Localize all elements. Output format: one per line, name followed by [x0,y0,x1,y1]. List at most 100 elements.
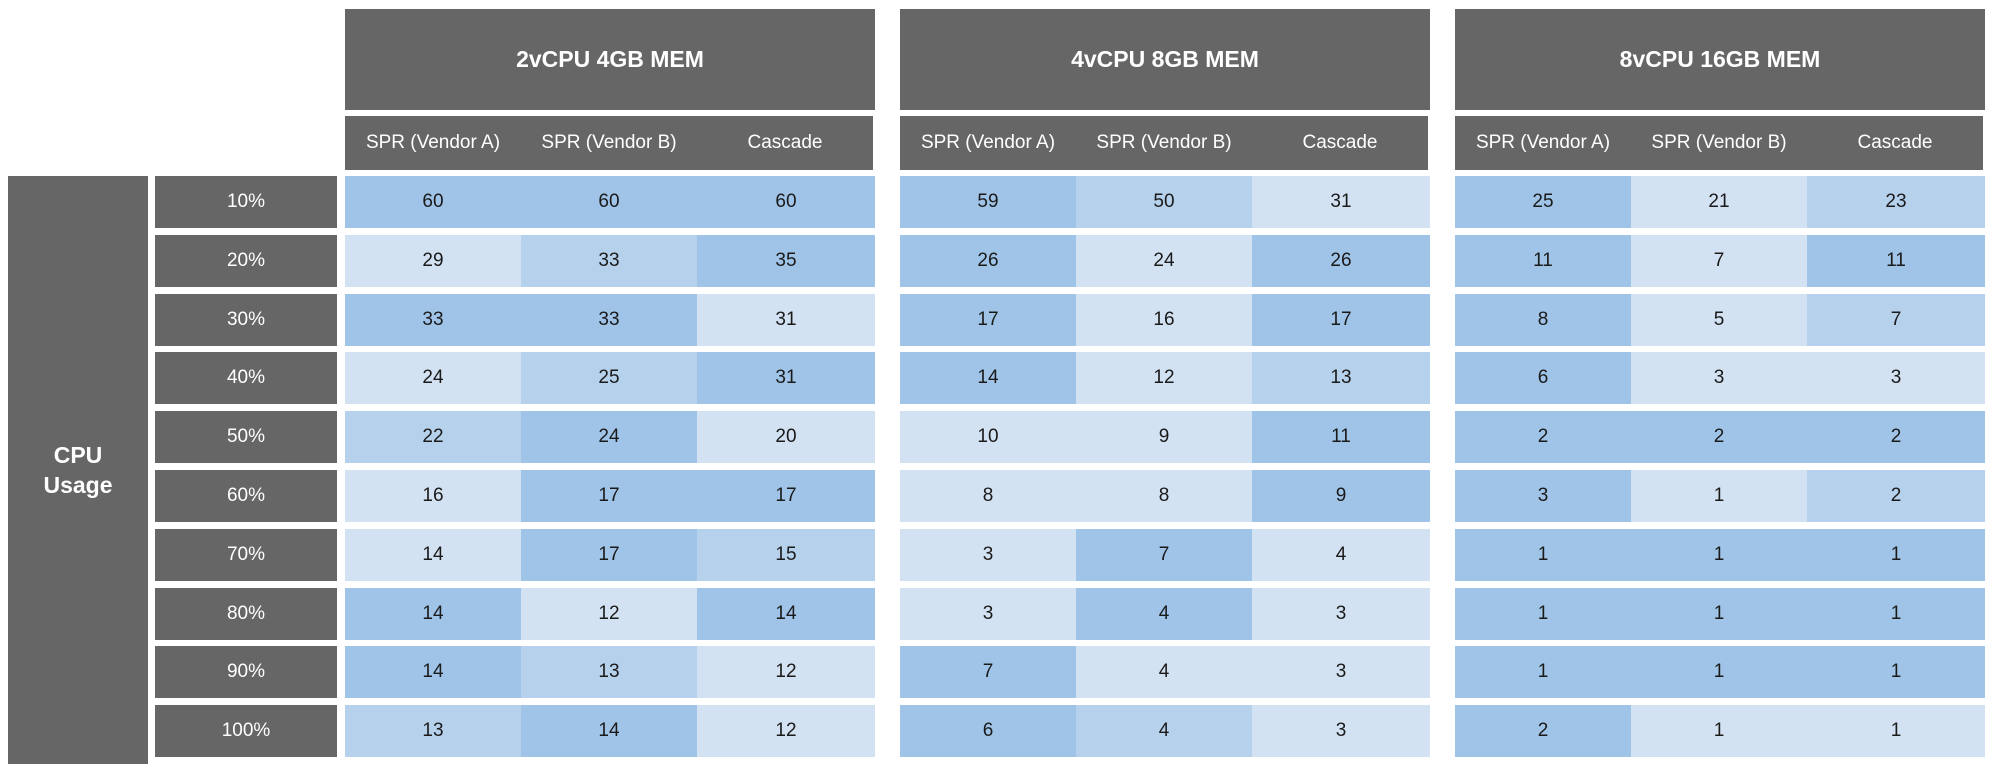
table-cell: 33 [345,293,521,346]
table-cell: 22 [345,411,521,464]
table-cell: 2 [1455,705,1631,758]
table-cell: 17 [521,470,697,522]
table-cell: 1 [1455,528,1631,581]
table-cell: 17 [521,528,697,581]
table-cell: 7 [1807,293,1985,346]
row-label: 40% [155,352,337,405]
group-header: 2vCPU 4GB MEM [345,9,875,110]
table-cell: 1 [1455,646,1631,699]
row-label: 80% [155,587,337,640]
table-cell: 8 [1455,293,1631,346]
row-label: 90% [155,646,337,699]
row-label: 60% [155,470,337,522]
table-cell: 31 [697,352,875,405]
table-cell: 14 [521,705,697,758]
table-cell: 17 [1252,293,1430,346]
table-cell: 20 [697,411,875,464]
table-cell: 1 [1807,587,1985,640]
column-header: SPR (Vendor A) [900,116,1076,170]
table-cell: 8 [1076,470,1252,522]
table-cell: 6 [900,705,1076,758]
table-cell: 21 [1631,176,1807,228]
table-cell: 6 [1455,352,1631,405]
table-cell: 33 [521,293,697,346]
column-header: Cascade [1252,116,1428,170]
table-cell: 25 [1455,176,1631,228]
table-cell: 59 [900,176,1076,228]
table-cell: 4 [1076,587,1252,640]
row-label: 10% [155,176,337,228]
table-cell: 1 [1631,646,1807,699]
row-label: 30% [155,293,337,346]
table-cell: 26 [900,234,1076,287]
table-cell: 26 [1252,234,1430,287]
table-cell: 1 [1631,705,1807,758]
table-cell: 2 [1807,411,1985,464]
table-cell: 15 [697,528,875,581]
column-header: SPR (Vendor B) [521,116,697,170]
table-cell: 10 [900,411,1076,464]
table-cell: 7 [900,646,1076,699]
table-cell: 4 [1076,646,1252,699]
table-cell: 2 [1455,411,1631,464]
row-label: 70% [155,528,337,581]
table-cell: 35 [697,234,875,287]
table-cell: 3 [1252,705,1430,758]
table-cell: 2 [1807,470,1985,522]
table-cell: 12 [521,587,697,640]
column-header: SPR (Vendor B) [1076,116,1252,170]
row-label: 50% [155,411,337,464]
table-cell: 13 [345,705,521,758]
table-cell: 1 [1631,528,1807,581]
column-header: Cascade [1807,116,1983,170]
table-cell: 16 [1076,293,1252,346]
table-cell: 23 [1807,176,1985,228]
table-cell: 31 [697,293,875,346]
table-cell: 1 [1455,587,1631,640]
table-cell: 33 [521,234,697,287]
table-cell: 31 [1252,176,1430,228]
table-cell: 7 [1631,234,1807,287]
table-cell: 14 [697,587,875,640]
table-cell: 60 [521,176,697,228]
table-cell: 60 [345,176,521,228]
table-cell: 9 [1076,411,1252,464]
table-cell: 17 [900,293,1076,346]
table-cell: 3 [1252,646,1430,699]
table-cell: 5 [1631,293,1807,346]
table-cell: 12 [1076,352,1252,405]
table-cell: 14 [345,646,521,699]
table-cell: 7 [1076,528,1252,581]
column-header: SPR (Vendor A) [345,116,521,170]
table-cell: 11 [1252,411,1430,464]
table-cell: 25 [521,352,697,405]
table-cell: 60 [697,176,875,228]
table-cell: 1 [1807,646,1985,699]
table-cell: 4 [1252,528,1430,581]
table-cell: 14 [345,528,521,581]
group-header: 8vCPU 16GB MEM [1455,9,1985,110]
table-cell: 17 [697,470,875,522]
table-cell: 1 [1807,528,1985,581]
table-cell: 29 [345,234,521,287]
column-header: SPR (Vendor B) [1631,116,1807,170]
table-cell: 14 [900,352,1076,405]
row-label: 100% [155,705,337,758]
table-cell: 3 [1455,470,1631,522]
table-cell: 3 [1252,587,1430,640]
table-cell: 3 [1807,352,1985,405]
table-cell: 4 [1076,705,1252,758]
table-cell: 1 [1631,587,1807,640]
table-cell: 16 [345,470,521,522]
column-header: Cascade [697,116,873,170]
table-cell: 11 [1807,234,1985,287]
column-header: SPR (Vendor A) [1455,116,1631,170]
row-axis-label: CPU Usage [8,176,148,764]
table-cell: 12 [697,646,875,699]
table-cell: 13 [1252,352,1430,405]
table-cell: 3 [900,587,1076,640]
table-cell: 2 [1631,411,1807,464]
table-cell: 13 [521,646,697,699]
table-cell: 50 [1076,176,1252,228]
